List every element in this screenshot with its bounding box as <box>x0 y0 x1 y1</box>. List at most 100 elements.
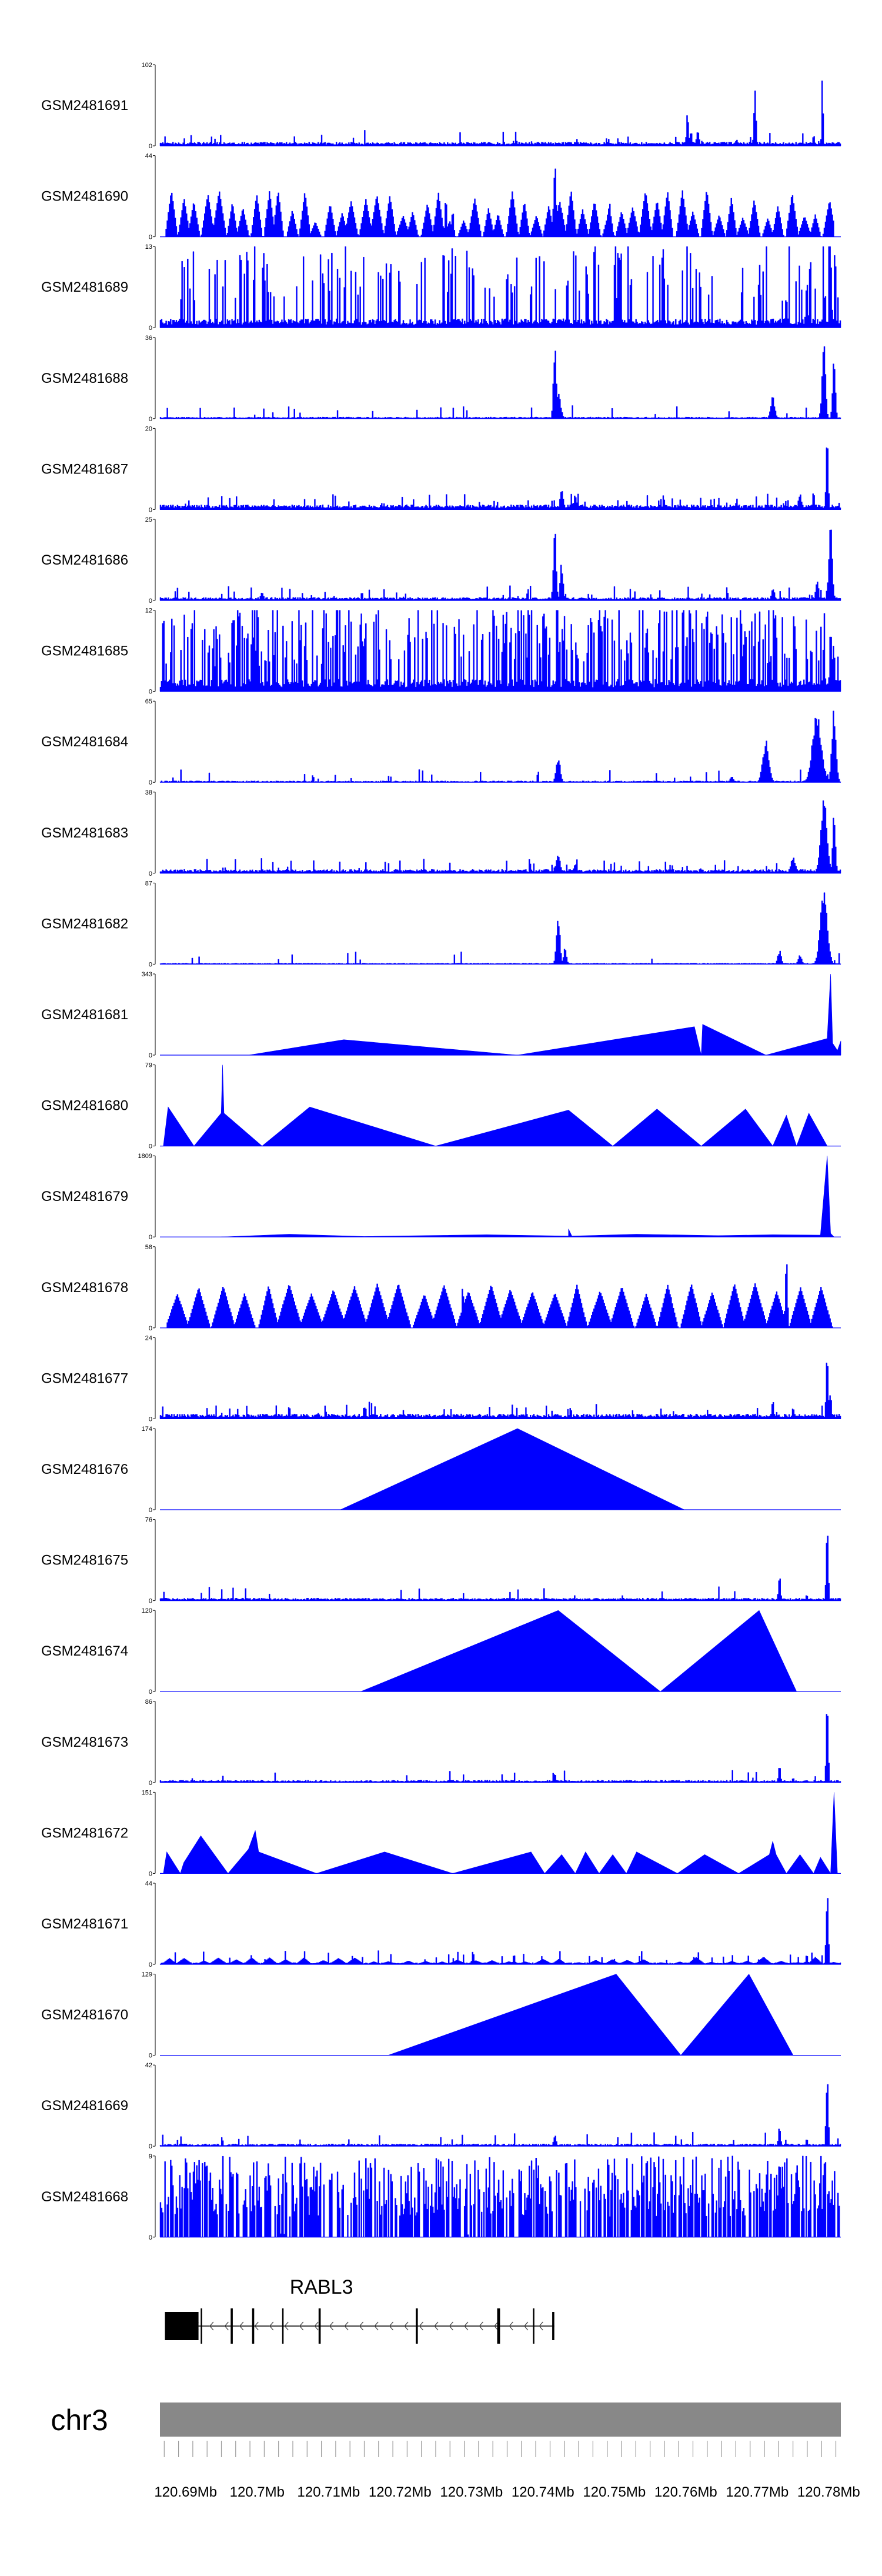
sample-label: GSM2481691 <box>41 98 128 114</box>
track-GSM2481669: GSM2481669 42 0 <box>41 2062 841 2150</box>
gene-label: RABL3 <box>290 2276 353 2298</box>
coverage-area <box>159 610 841 692</box>
strand-arrow <box>359 2321 364 2331</box>
sample-label: GSM2481690 <box>41 189 128 205</box>
coverage-area <box>159 800 841 874</box>
sample-label: GSM2481684 <box>41 734 128 750</box>
y-max-label: 13 <box>145 243 152 251</box>
genome-axis: 120.69Mb 120.7Mb 120.71Mb 120.72Mb 120.73Mb 1… <box>154 2441 860 2500</box>
y-max-label: 129 <box>142 1971 152 1978</box>
track-GSM2481680: GSM2481680 79 0 <box>41 1062 841 1150</box>
y-max-label: 58 <box>145 1244 152 1251</box>
strand-arrow <box>224 2321 229 2331</box>
y-min-label: 0 <box>149 779 152 786</box>
track-GSM2481668: GSM2481668 9 0 <box>41 2153 841 2241</box>
x-tick-label: 120.74Mb <box>512 2484 574 2500</box>
chromosome-ideogram: chr3 <box>51 2403 841 2437</box>
sample-label: GSM2481669 <box>41 2098 128 2114</box>
strand-arrow <box>374 2321 379 2331</box>
y-min-label: 0 <box>149 2143 152 2150</box>
y-max-label: 44 <box>145 1880 152 1887</box>
x-tick-label: 120.7Mb <box>230 2484 285 2500</box>
track-GSM2481682: GSM2481682 87 0 <box>41 880 841 968</box>
y-max-label: 79 <box>145 1062 152 1069</box>
track-GSM2481684: GSM2481684 65 0 <box>41 698 841 786</box>
exon <box>497 2308 500 2344</box>
coverage-area <box>160 1264 841 1329</box>
y-max-label: 25 <box>145 516 152 523</box>
sample-label: GSM2481680 <box>41 1098 128 1114</box>
coverage-area <box>163 1065 828 1147</box>
strand-arrow <box>239 2321 244 2331</box>
y-min-label: 0 <box>149 870 152 877</box>
strand-arrow <box>523 2321 529 2331</box>
strand-arrow <box>329 2321 334 2331</box>
tracks-group: GSM2481691 102 0 GSM2481690 44 0 GSM2481689 13 0… <box>41 62 841 2241</box>
sample-label: GSM2481679 <box>41 1189 128 1204</box>
track-GSM2481671: GSM2481671 44 0 <box>41 1880 841 1968</box>
coverage-area <box>159 1714 841 1783</box>
y-max-label: 36 <box>145 335 152 342</box>
strand-arrow <box>389 2321 394 2331</box>
coverage-area <box>160 168 841 237</box>
exon <box>282 2308 284 2344</box>
strand-arrow <box>269 2321 274 2331</box>
track-GSM2481681: GSM2481681 343 0 <box>41 971 841 1059</box>
coverage-area <box>221 1156 835 1237</box>
exon <box>252 2308 255 2344</box>
coverage-area <box>159 2155 841 2238</box>
track-GSM2481685: GSM2481685 12 0 <box>41 608 841 696</box>
coverage-area <box>159 1362 841 1419</box>
y-min-label: 0 <box>149 2234 152 2241</box>
x-tick-label: 120.69Mb <box>154 2484 217 2500</box>
coverage-area <box>159 529 841 601</box>
x-tick-label: 120.76Mb <box>654 2484 717 2500</box>
y-max-label: 86 <box>145 1699 152 1706</box>
y-min-label: 0 <box>149 234 152 241</box>
sample-label: GSM2481676 <box>41 1461 128 1477</box>
exon <box>533 2308 534 2344</box>
strand-arrow <box>509 2321 513 2331</box>
y-min-label: 0 <box>149 2053 152 2060</box>
y-min-label: 0 <box>149 506 152 513</box>
exon <box>318 2308 321 2344</box>
x-tick-label: 120.72Mb <box>369 2484 432 2500</box>
y-max-label: 343 <box>142 971 152 978</box>
coverage-area <box>159 447 841 510</box>
strand-arrow <box>299 2321 304 2331</box>
track-GSM2481674: GSM2481674 120 0 <box>41 1607 841 1696</box>
strand-arrow <box>434 2321 439 2331</box>
x-tick-label: 120.71Mb <box>297 2484 360 2500</box>
sample-label: GSM2481688 <box>41 371 128 386</box>
coverage-area <box>159 892 841 965</box>
coverage-area <box>360 1610 797 1692</box>
y-min-label: 0 <box>149 1416 152 1423</box>
x-tick-label: 120.78Mb <box>797 2484 860 2500</box>
x-tick-label: 120.73Mb <box>440 2484 503 2500</box>
sample-label: GSM2481687 <box>41 461 128 477</box>
sample-label: GSM2481675 <box>41 1553 128 1569</box>
coverage-area <box>159 81 841 146</box>
strand-arrow <box>209 2321 214 2331</box>
sample-label: GSM2481673 <box>41 1734 128 1750</box>
coverage-area <box>159 2084 841 2147</box>
y-min-label: 0 <box>149 1234 152 1241</box>
y-min-label: 0 <box>149 416 152 423</box>
strand-arrow <box>479 2321 483 2331</box>
strand-arrow <box>404 2321 409 2331</box>
sample-label: GSM2481672 <box>41 1825 128 1841</box>
strand-arrow <box>314 2321 319 2331</box>
strand-arrow <box>344 2321 349 2331</box>
y-min-label: 0 <box>149 1598 152 1605</box>
sample-label: GSM2481674 <box>41 1643 128 1659</box>
y-max-label: 174 <box>142 1426 152 1433</box>
exon <box>165 2312 199 2340</box>
sample-label: GSM2481671 <box>41 1916 128 1932</box>
y-max-label: 9 <box>149 2153 152 2160</box>
y-max-label: 102 <box>142 62 152 69</box>
sample-label: GSM2481683 <box>41 825 128 841</box>
track-GSM2481679: GSM2481679 1809 0 <box>41 1153 841 1241</box>
y-max-label: 38 <box>145 789 152 796</box>
y-min-label: 0 <box>149 143 152 150</box>
track-GSM2481687: GSM2481687 20 0 <box>41 425 841 513</box>
